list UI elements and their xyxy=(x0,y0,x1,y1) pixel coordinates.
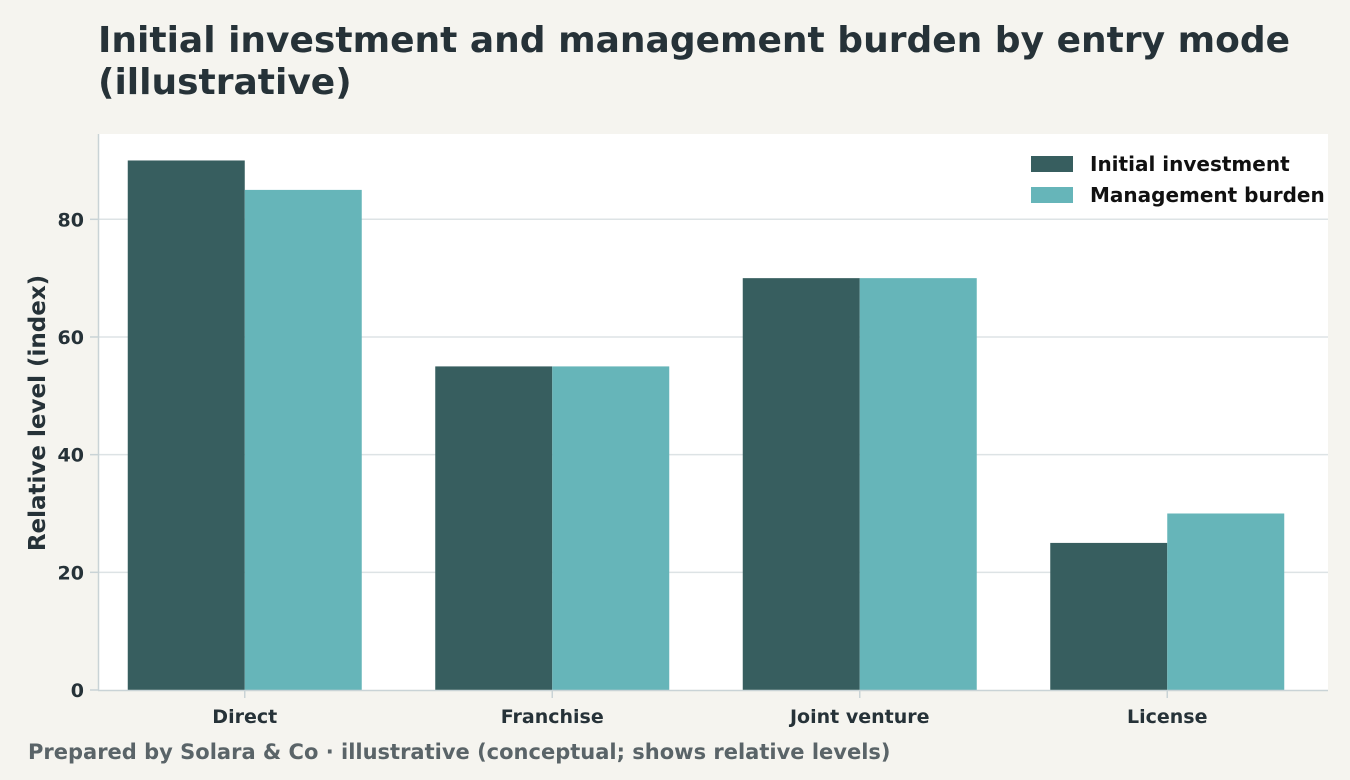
legend-label: Initial investment xyxy=(1090,152,1290,176)
bar-joint-venture-management-burden xyxy=(859,278,977,690)
y-axis-label: Relative level (index) xyxy=(25,275,51,551)
bar-license-management-burden xyxy=(1167,513,1285,690)
y-axis-ticks: 0 20 40 60 80 xyxy=(58,209,98,702)
bar-license-initial-investment xyxy=(1050,542,1168,690)
footnote: Prepared by Solara & Co · illustrative (… xyxy=(28,740,891,764)
bar-direct-management-burden xyxy=(244,189,362,691)
x-tick-label: Direct xyxy=(212,706,277,728)
y-tick-label: 40 xyxy=(58,445,84,467)
bar-franchise-initial-investment xyxy=(435,366,553,690)
x-axis-ticks: Direct Franchise Joint venture License xyxy=(212,690,1208,728)
x-tick-label: License xyxy=(1127,706,1208,728)
y-tick-label: 0 xyxy=(71,680,84,702)
x-tick-label: Joint venture xyxy=(788,706,930,728)
y-tick-label: 20 xyxy=(58,562,84,584)
bar-direct-initial-investment xyxy=(127,160,245,690)
y-tick-label: 60 xyxy=(58,327,84,349)
bar-joint-venture-initial-investment xyxy=(742,278,860,690)
legend: Initial investment Management burden xyxy=(1031,152,1325,207)
legend-label: Management burden xyxy=(1090,183,1325,207)
legend-swatch-initial-investment xyxy=(1031,156,1073,172)
bar-franchise-management-burden xyxy=(552,366,670,690)
legend-swatch-management-burden xyxy=(1031,187,1073,203)
bars xyxy=(127,160,1285,691)
x-tick-label: Franchise xyxy=(501,706,604,728)
y-tick-label: 80 xyxy=(58,209,84,231)
chart-title: Initial investment and management burden… xyxy=(98,20,1291,103)
